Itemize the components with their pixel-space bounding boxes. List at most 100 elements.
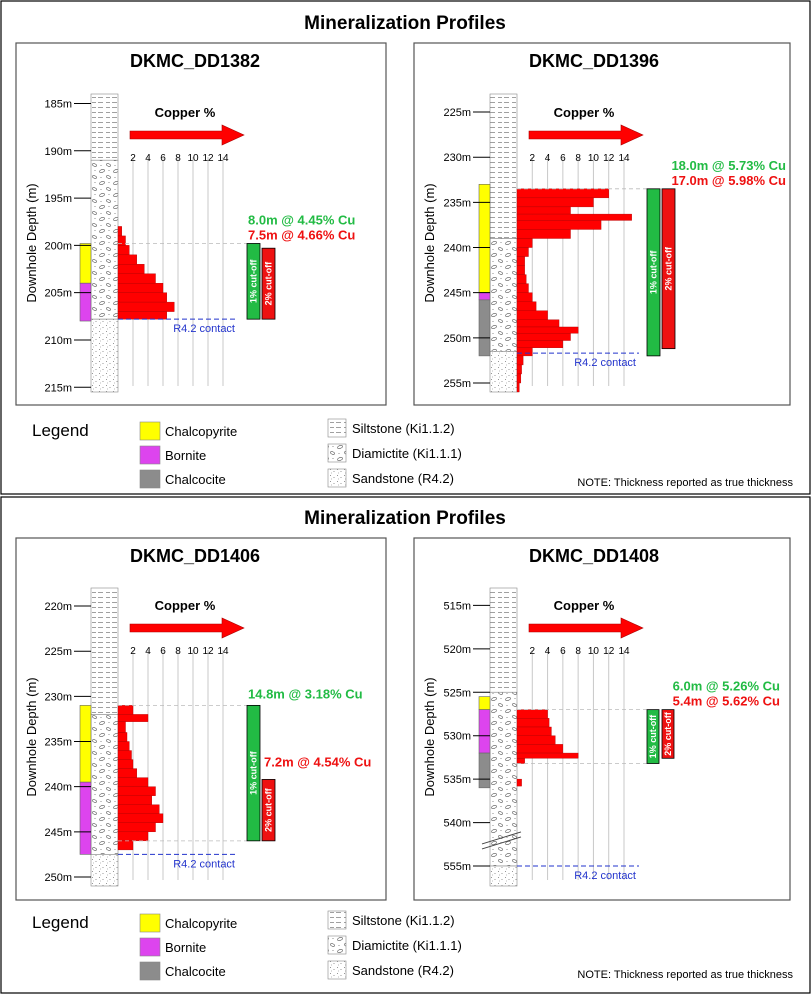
cutoff-bar-2pct: [661, 188, 676, 350]
thickness-note: NOTE: Thickness reported as true thickne…: [577, 477, 793, 489]
lithology-diamictite: [90, 159, 119, 320]
depth-tick-label: 525m: [443, 687, 471, 699]
x-tick-label: 10: [588, 153, 600, 164]
depth-tick-label: 515m: [443, 600, 471, 612]
summary-1pct: 18.0m @ 5.73% Cu: [671, 158, 786, 173]
copper-bar: [117, 831, 149, 842]
depth-tick-label: 240m: [443, 243, 471, 255]
copper-bar: [117, 226, 122, 237]
cutoff-bar-1pct-label: 1% cut-off: [249, 259, 259, 304]
copper-bar: [516, 718, 550, 728]
copper-bar: [516, 256, 525, 266]
cutoff-bar-2pct-label: 2% cut-off: [264, 261, 274, 306]
depth-tick-label: 250m: [44, 872, 72, 884]
copper-bar: [117, 301, 175, 312]
copper-bar: [516, 265, 525, 275]
copper-bar: [117, 777, 149, 787]
summary-2pct: 7.5m @ 4.66% Cu: [248, 227, 355, 242]
copper-bar: [516, 310, 548, 320]
copper-bar: [117, 235, 126, 246]
legend-label-chalcocite: Chalcocite: [165, 472, 226, 487]
lithology-diamictite: [489, 238, 518, 352]
legend-label-chalcopyrite: Chalcopyrite: [165, 424, 237, 439]
lithology-siltstone: [489, 93, 518, 239]
copper-bar: [117, 813, 164, 823]
summary-2pct: 17.0m @ 5.98% Cu: [671, 173, 786, 188]
legend-label-sandstone: Sandstone (R4.2): [352, 471, 454, 486]
lithology-sandstone: [90, 854, 119, 887]
copper-bar: [117, 714, 149, 722]
depth-tick-label: 235m: [44, 737, 72, 749]
copper-bar: [117, 311, 167, 320]
copper-bar: [516, 238, 533, 248]
depth-tick-label: 190m: [44, 146, 72, 158]
x-tick-label: 12: [202, 646, 214, 657]
legend-swatch-siltstone: [327, 910, 347, 930]
lithology-siltstone: [90, 587, 119, 715]
legend-heading: Legend: [32, 421, 89, 440]
depth-tick-label: 185m: [44, 98, 72, 110]
depth-tick-label: 195m: [44, 193, 72, 205]
depth-tick-label: 535m: [443, 774, 471, 786]
depth-tick-label: 210m: [44, 335, 72, 347]
lithology-siltstone: [90, 93, 119, 161]
mineral-bornite: [79, 282, 92, 322]
copper-arrow: [129, 124, 245, 146]
copper-axis-label: Copper %: [554, 598, 615, 613]
legend-label-bornite: Bornite: [165, 940, 206, 955]
x-tick-label: 2: [530, 646, 536, 657]
copper-bar: [516, 340, 564, 348]
legend-swatch-sandstone: [327, 960, 347, 980]
x-tick-label: 8: [175, 646, 181, 657]
copper-bar: [117, 732, 128, 742]
copper-bar: [117, 822, 156, 833]
legend-label-siltstone: Siltstone (Ki1.1.2): [352, 421, 455, 436]
legend-bottom: Legend Chalcopyrite Bornite Chalcocite Silts…: [32, 910, 793, 981]
depth-tick-label: 200m: [44, 240, 72, 252]
copper-axis-label: Copper %: [155, 598, 216, 613]
depth-tick-label: 235m: [443, 197, 471, 209]
depth-tick-label: 245m: [443, 288, 471, 300]
copper-bar: [117, 721, 126, 733]
x-tick-label: 14: [618, 153, 630, 164]
x-tick-label: 8: [575, 646, 581, 657]
lithology-siltstone: [489, 587, 518, 693]
legend-swatch-chalcopyrite: [139, 421, 161, 441]
contact-label: R4.2 contact: [173, 323, 235, 335]
summary-1pct: 8.0m @ 4.45% Cu: [248, 212, 355, 227]
x-tick-label: 6: [160, 646, 166, 657]
cutoff-bar-2pct-label: 2% cut-off: [663, 711, 673, 756]
mineral-chalcocite: [478, 752, 491, 789]
copper-bar: [117, 768, 137, 778]
copper-bar: [516, 709, 548, 719]
copper-bar: [516, 364, 522, 375]
x-tick-label: 2: [130, 153, 136, 164]
panel-frame-dd1382: [15, 42, 387, 406]
copper-bar: [117, 705, 134, 715]
x-tick-label: 14: [217, 646, 229, 657]
y-axis-label: Downhole Depth (m): [24, 183, 39, 302]
copper-bar: [516, 752, 579, 759]
legend-label-diamictite: Diamictite (Ki1.1.1): [352, 446, 462, 461]
cutoff-bar-2pct: [261, 779, 276, 842]
x-tick-label: 14: [217, 153, 229, 164]
copper-bar: [516, 283, 529, 293]
copper-bar: [117, 741, 130, 751]
copper-bar: [516, 333, 571, 341]
cutoff-bar-1pct: [246, 704, 261, 842]
copper-bar: [516, 355, 524, 366]
x-tick-label: 6: [560, 646, 566, 657]
section-title-bottom: Mineralization Profiles: [304, 508, 506, 529]
mineral-bornite: [478, 709, 491, 754]
copper-bar: [516, 206, 571, 215]
mineral-chalcopyrite: [79, 243, 92, 284]
legend-swatch-chalcocite: [139, 961, 161, 981]
x-tick-label: 4: [145, 646, 151, 657]
depth-tick-label: 520m: [443, 644, 471, 656]
legend-label-chalcocite: Chalcocite: [165, 964, 226, 979]
cutoff-bar-1pct: [646, 709, 660, 764]
legend-heading: Legend: [32, 913, 89, 932]
copper-bar: [117, 283, 164, 293]
cutoff-bar-2pct-label: 2% cut-off: [664, 246, 674, 291]
